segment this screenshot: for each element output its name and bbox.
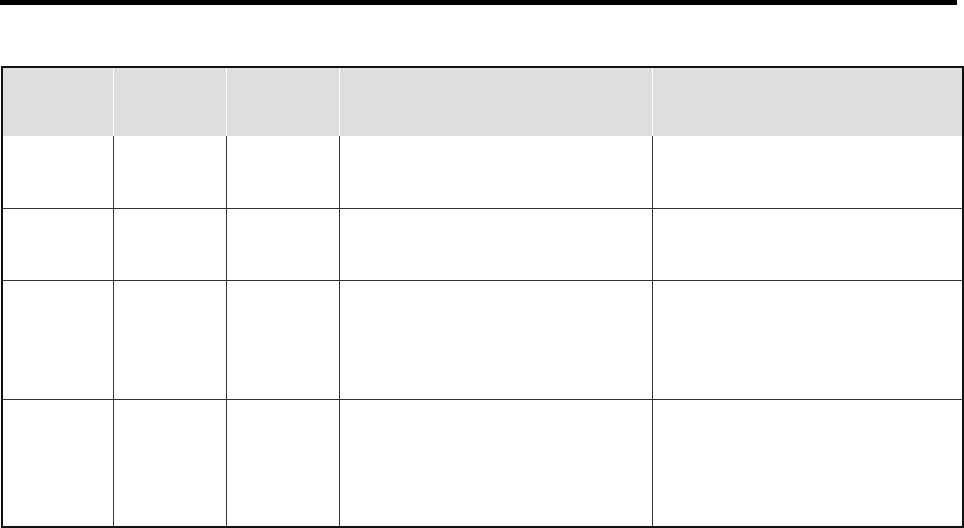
column-divider bbox=[113, 68, 114, 526]
row-divider bbox=[3, 208, 962, 209]
header-row bbox=[3, 68, 962, 136]
header-divider bbox=[226, 68, 227, 136]
column-divider bbox=[652, 68, 653, 526]
header-divider bbox=[652, 68, 653, 136]
table bbox=[1, 66, 964, 528]
column-divider bbox=[339, 68, 340, 526]
column-divider bbox=[226, 68, 227, 526]
row-divider bbox=[3, 399, 962, 400]
top-rule bbox=[0, 0, 957, 5]
header-divider bbox=[113, 68, 114, 136]
row-divider bbox=[3, 280, 962, 281]
header-divider bbox=[339, 68, 340, 136]
